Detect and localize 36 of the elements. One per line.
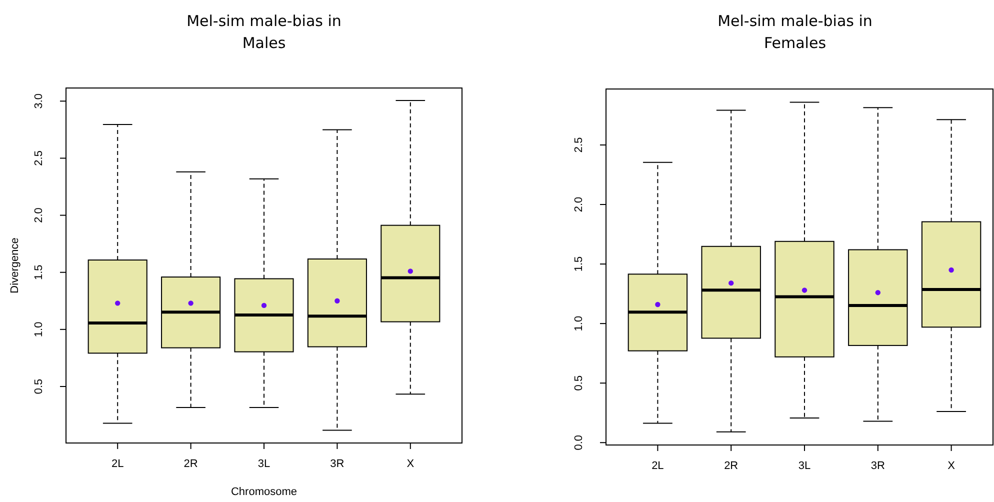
y-tick-label: 1.5	[33, 264, 45, 280]
point	[728, 280, 734, 286]
y-tick-label: 2.0	[573, 196, 585, 212]
y-tick-label: 2.0	[33, 208, 45, 223]
point	[802, 288, 808, 293]
y-tick-label: 1.0	[573, 316, 585, 332]
y-tick-label: 2.5	[33, 150, 45, 166]
chart-title: Mel-sim male-bias in Males	[186, 12, 342, 52]
x-tick-label: X	[948, 460, 956, 472]
x-tick-label: 2R	[184, 458, 198, 470]
y-tick-label: 0.0	[573, 434, 585, 450]
x-tick-label: 3L	[798, 460, 811, 472]
x-tick-label: 2R	[724, 460, 738, 472]
x-tick-label: 2L	[652, 460, 664, 472]
x-tick-label: 3R	[870, 460, 885, 472]
y-tick-label: 2.5	[573, 137, 585, 153]
point	[261, 302, 267, 308]
x-tick-label: X	[406, 458, 415, 470]
x-tick-label: 3R	[330, 458, 344, 470]
point	[875, 290, 880, 296]
point	[655, 302, 660, 308]
y-tick-label: 3.0	[33, 93, 45, 109]
x-axis-title: Chromosome	[230, 486, 298, 498]
point	[115, 300, 120, 306]
x-tick-label: 3L	[258, 458, 270, 470]
y-tick-label: 1.0	[33, 322, 45, 338]
y-axis-title: Divergence	[9, 238, 21, 294]
point	[334, 298, 340, 304]
x-tick-label: 2L	[111, 458, 124, 470]
y-tick-label: 0.5	[573, 375, 585, 391]
chart-title: Mel-sim male-bias in Females	[718, 12, 872, 52]
y-tick-label: 0.5	[33, 378, 45, 394]
point	[948, 267, 954, 273]
point	[188, 300, 194, 306]
y-tick-label: 1.5	[573, 256, 585, 272]
point	[408, 268, 413, 274]
